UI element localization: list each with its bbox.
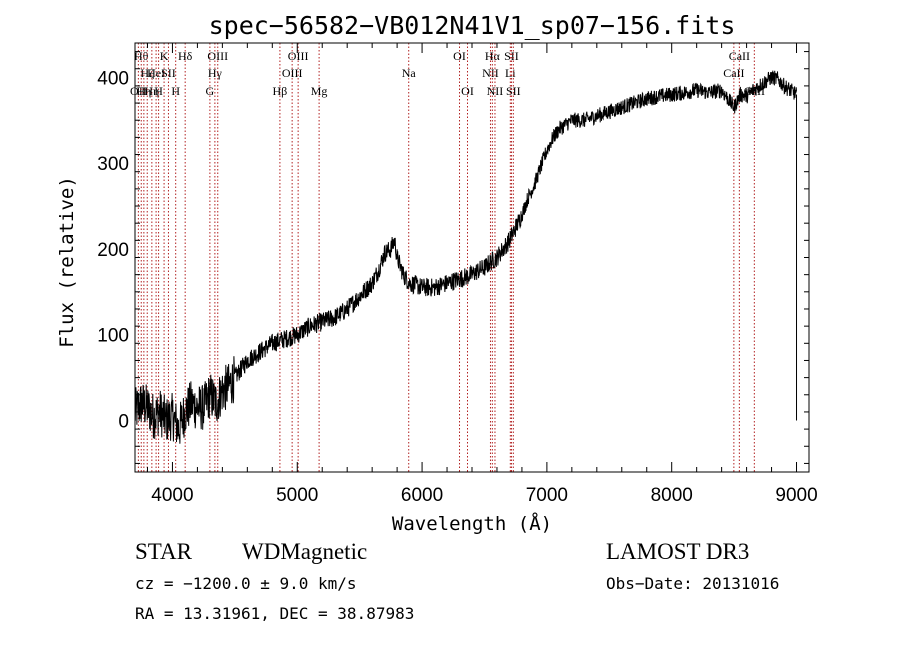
y-tick-label: 100 — [97, 326, 129, 347]
survey-label: LAMOST DR3 — [606, 539, 749, 564]
line-marker-label: OI — [453, 49, 466, 63]
series-group — [134, 70, 798, 444]
line-marker-label: Hη — [136, 84, 151, 98]
line-marker-label: SII — [506, 84, 521, 98]
x-axis-label: Wavelength (Å) — [392, 512, 552, 535]
x-tick-label: 9000 — [775, 485, 817, 506]
y-tick-label: 0 — [118, 412, 129, 433]
line-marker-label: Hθ — [134, 49, 149, 63]
line-marker-label: Hβ — [273, 84, 288, 98]
line-marker-label: Mg — [311, 84, 328, 98]
line-marker-label: Hδ — [178, 49, 193, 63]
line-marker-label: Hα — [485, 49, 501, 63]
object-subclass: WDMagnetic — [242, 539, 367, 564]
line-marker-label: CaII — [729, 49, 750, 63]
x-tick-label: 6000 — [401, 485, 443, 506]
redshift-line: cz = −1200.0 ± 9.0 km/s — [135, 574, 357, 593]
obs-date: Obs−Date: 20131016 — [606, 574, 779, 593]
line-marker-label: H — [154, 84, 163, 98]
x-tick-label: 5000 — [276, 485, 318, 506]
line-marker-label: OIII — [207, 49, 228, 63]
line-marker-label: HeI — [147, 66, 165, 80]
chart-title: spec−56582−VB012N41V1_sp07−156.fits — [209, 11, 736, 40]
plot-frame — [134, 42, 810, 473]
radec-line: RA = 13.31961, DEC = 38.87983 — [135, 604, 414, 623]
object-class: STAR — [135, 539, 193, 564]
line-marker-label: Li — [505, 66, 516, 80]
line-marker-label: Na — [402, 66, 417, 80]
line-marker-label: OIII — [282, 66, 303, 80]
x-tick-label: 7000 — [526, 485, 568, 506]
line-marker-label: SII — [504, 49, 519, 63]
line-marker-label: Hζ — [140, 66, 154, 80]
spectrum-line — [134, 70, 797, 444]
line-marker-label: K — [160, 49, 169, 63]
line-marker-label: OII — [130, 84, 147, 98]
line-marker-label: SII — [161, 66, 176, 80]
line-marker-label: CaII — [723, 66, 744, 80]
line-marker-label: H — [171, 84, 180, 98]
y-axis-label: Flux (relative) — [56, 176, 78, 348]
line-marker-label: Hγ — [208, 66, 223, 80]
line-marker-label: Hη — [144, 84, 159, 98]
y-tick-label: 300 — [97, 154, 129, 175]
axis-ticks: 4000 5000 6000 7000 8000 9000 0 100 200 300 400 — [97, 43, 818, 506]
line-marker-label: NII — [482, 66, 499, 80]
line-marker-label: NII — [487, 84, 504, 98]
x-tick-label: 4000 — [151, 485, 193, 506]
line-marker-label: G — [206, 84, 215, 98]
line-markers: OII Hθ Hη Hζ Hη HeI H K SII H Hδ G Hγ OIII Hβ OIII OIII M… — [130, 43, 765, 472]
line-marker-label: OI — [461, 84, 474, 98]
y-tick-label: 200 — [97, 240, 129, 261]
y-tick-label: 400 — [97, 68, 129, 89]
line-marker-label: OIII — [288, 49, 309, 63]
x-tick-label: 8000 — [651, 485, 693, 506]
